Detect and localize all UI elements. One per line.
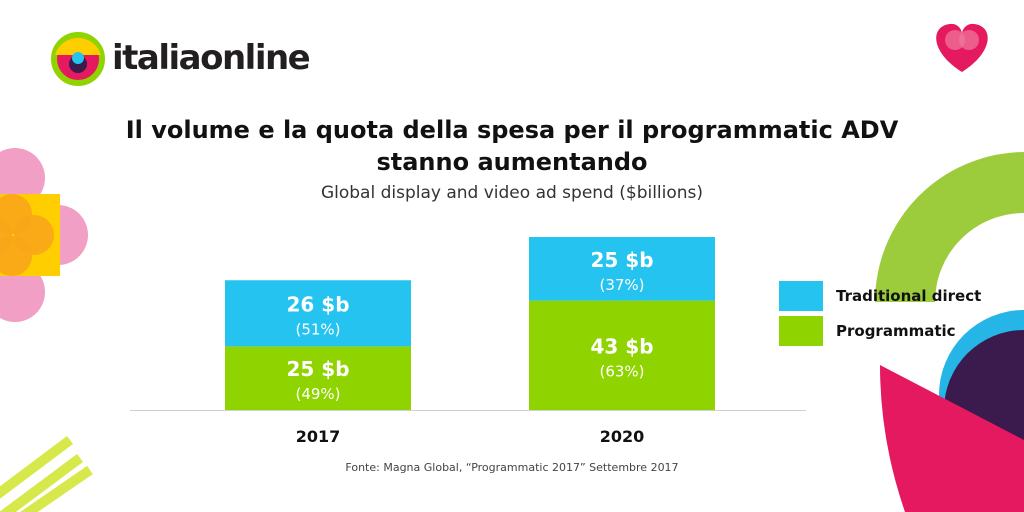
data-label-programmatic-2020: 43 $b [590, 334, 653, 358]
legend-label-traditional: Traditional direct [836, 287, 982, 305]
legend-swatch-traditional [779, 281, 823, 311]
percent-label-programmatic-2017: (49%) [295, 385, 340, 403]
data-label-traditional-direct-2017: 26 $b [286, 292, 349, 316]
legend-swatch-programmatic [779, 316, 823, 346]
bar-programmatic-2017 [225, 346, 411, 410]
bar-traditional-direct-2017 [225, 280, 411, 347]
data-label-programmatic-2017: 25 $b [286, 357, 349, 381]
bar-programmatic-2020 [529, 300, 715, 410]
chart-title: Il volume e la quota della spesa per il … [60, 114, 964, 178]
x-tick-label-2017: 2017 [296, 427, 341, 446]
title-line-1: Il volume e la quota della spesa per il … [125, 116, 899, 144]
legend-label-programmatic: Programmatic [836, 322, 956, 340]
chart-subtitle: Global display and video ad spend ($bill… [320, 183, 704, 203]
chart-area: 25 $b (49%) 26 $b (51%) 2017 43 $b (63%) 25 $b (… [130, 237, 806, 446]
x-tick-label-2020: 2020 [600, 427, 645, 446]
left-flower-decoration [0, 148, 88, 322]
source-note: Fonte: Magna Global, “Programmatic 2017”… [345, 461, 679, 474]
title-line-2: stanno aumentando [376, 148, 648, 176]
heart-icon [936, 23, 988, 72]
percent-label-traditional-direct-2017: (51%) [295, 320, 340, 338]
data-label-traditional-direct-2020: 25 $b [590, 248, 653, 272]
brand-logo-text: italiaonline [112, 38, 311, 78]
right-arc-decoration [875, 152, 1024, 512]
percent-label-programmatic-2020: (63%) [599, 362, 644, 380]
bottom-left-stripes-decoration [0, 436, 93, 512]
percent-label-traditional-direct-2020: (37%) [599, 276, 644, 294]
bar-traditional-direct-2020 [529, 237, 715, 301]
logo-icon [51, 32, 105, 86]
